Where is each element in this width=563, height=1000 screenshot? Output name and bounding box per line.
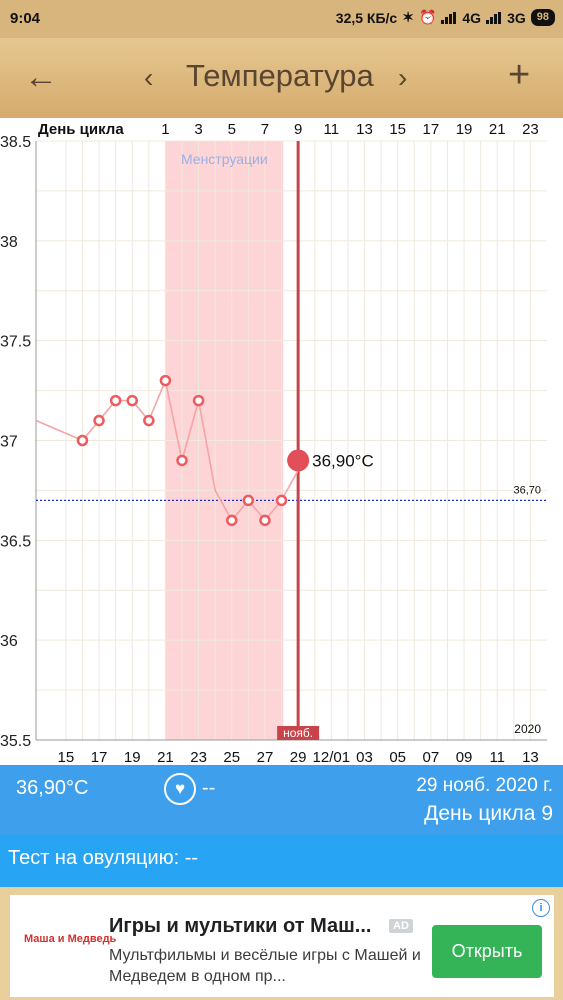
network-4g: 4G bbox=[462, 9, 482, 26]
selected-point bbox=[287, 449, 310, 472]
y-tick-label: 38 bbox=[0, 234, 18, 251]
date-tick: 19 bbox=[124, 749, 141, 765]
temperature-point bbox=[259, 514, 271, 527]
signal-icon bbox=[441, 11, 457, 24]
ad-open-button[interactable]: Открыть bbox=[432, 925, 542, 978]
ad-logo: Маша и Медведь bbox=[24, 933, 117, 945]
year-label: 2020 bbox=[514, 722, 541, 736]
ad-description: Мультфильмы и весёлые игры с Машей и Мед… bbox=[109, 947, 421, 985]
date-tick: 29 bbox=[290, 749, 307, 765]
date-tick: 15 bbox=[58, 749, 75, 765]
y-tick-label: 36 bbox=[0, 633, 18, 650]
month-label: нояб. bbox=[283, 726, 313, 740]
y-tick-label: 36.5 bbox=[0, 533, 31, 550]
ad-info-icon[interactable]: i bbox=[532, 899, 550, 917]
date-tick: 07 bbox=[423, 749, 440, 765]
date-tick: 21 bbox=[157, 749, 174, 765]
cycle-day-tick: 9 bbox=[294, 121, 302, 138]
temperature-point bbox=[93, 414, 105, 427]
cycle-day-tick: 23 bbox=[522, 121, 539, 138]
cycle-day-tick: 17 bbox=[423, 121, 440, 138]
ovulation-test-row[interactable]: Тест на овуляцию: -- bbox=[0, 835, 563, 887]
date-tick: 25 bbox=[223, 749, 240, 765]
date-tick: 11 bbox=[489, 749, 505, 765]
status-icons: 32,5 КБ/с ✶ ⏰ 4G 3G 98 bbox=[336, 9, 555, 26]
temperature-point bbox=[275, 494, 288, 507]
temperature-point bbox=[109, 394, 122, 407]
temperature-point bbox=[143, 414, 155, 427]
cycle-day-tick: 3 bbox=[194, 121, 202, 138]
cycle-day-tick: 7 bbox=[261, 121, 269, 138]
status-bar: 9:04 32,5 КБ/с ✶ ⏰ 4G 3G 98 bbox=[0, 0, 563, 38]
date-tick: 12/01 bbox=[313, 749, 351, 765]
cycle-day: День цикла 9 bbox=[424, 802, 553, 825]
ad-badge: AD bbox=[389, 919, 413, 933]
cycle-day-tick: 1 bbox=[161, 121, 169, 138]
cycle-day-tick: 21 bbox=[489, 121, 506, 138]
net-speed: 32,5 КБ/с bbox=[335, 9, 398, 26]
app-bar: ← ‹ Температура › + bbox=[0, 38, 563, 118]
coverline-label: 36,70 bbox=[513, 484, 541, 496]
current-temperature: 36,90°C bbox=[16, 777, 89, 799]
y-tick-label: 35.5 bbox=[0, 733, 31, 750]
ad-banner[interactable]: Маша и Медведь Игры и мультики от Маш...… bbox=[10, 895, 554, 997]
y-tick-label: 37 bbox=[0, 434, 18, 451]
selected-date: 29 нояб. 2020 г. bbox=[416, 775, 553, 796]
temperature-point bbox=[192, 394, 205, 407]
cycle-day-tick: 5 bbox=[228, 121, 236, 138]
menstruation-label: Менструации bbox=[181, 151, 268, 167]
info-panel: 36,90°C ♥ -- 29 нояб. 2020 г. День цикла… bbox=[0, 765, 563, 835]
status-time: 9:04 bbox=[10, 10, 41, 27]
bluetooth-icon: ✶ bbox=[402, 9, 414, 25]
date-tick: 03 bbox=[356, 749, 373, 765]
temperature-point bbox=[76, 434, 89, 447]
chevron-right-icon[interactable]: › bbox=[398, 62, 408, 93]
temperature-point bbox=[159, 374, 172, 387]
arrow-left-icon[interactable]: ← bbox=[24, 58, 58, 96]
date-tick: 27 bbox=[257, 749, 274, 765]
temperature-point bbox=[176, 454, 188, 467]
mood-value: -- bbox=[202, 777, 216, 799]
date-tick: 09 bbox=[456, 749, 473, 765]
cycle-day-tick: 19 bbox=[456, 121, 473, 138]
date-tick: 23 bbox=[190, 749, 207, 765]
date-tick: 05 bbox=[389, 749, 406, 765]
y-tick-label: 38.5 bbox=[0, 134, 31, 151]
signal-icon bbox=[486, 11, 502, 24]
heart-icon[interactable]: ♥ bbox=[164, 773, 196, 805]
selected-value-label: 36,90°C bbox=[312, 451, 374, 470]
temperature-point bbox=[242, 494, 255, 507]
cycle-day-axis-label: День цикла bbox=[38, 121, 124, 138]
date-tick: 13 bbox=[522, 749, 539, 765]
y-tick-label: 37.5 bbox=[0, 334, 31, 351]
cycle-day-tick: 15 bbox=[389, 121, 406, 138]
ad-container: Маша и Медведь Игры и мультики от Маш...… bbox=[0, 887, 563, 1000]
ad-title: Игры и мультики от Маш... bbox=[109, 915, 372, 937]
cycle-day-tick: 13 bbox=[356, 121, 373, 138]
alarm-icon: ⏰ bbox=[418, 9, 437, 25]
month-badge bbox=[277, 726, 320, 740]
chevron-left-icon[interactable]: ‹ bbox=[144, 62, 154, 93]
temperature-point bbox=[226, 514, 238, 527]
page-title: Температура bbox=[186, 58, 374, 93]
plus-icon[interactable]: + bbox=[508, 54, 531, 96]
ovulation-test-label: Тест на овуляцию: -- bbox=[8, 847, 199, 869]
battery-icon: 98 bbox=[530, 9, 555, 26]
cycle-day-tick: 11 bbox=[324, 121, 340, 138]
temperature-point bbox=[126, 394, 138, 407]
network-3g: 3G bbox=[507, 9, 526, 26]
date-tick: 17 bbox=[91, 749, 108, 765]
